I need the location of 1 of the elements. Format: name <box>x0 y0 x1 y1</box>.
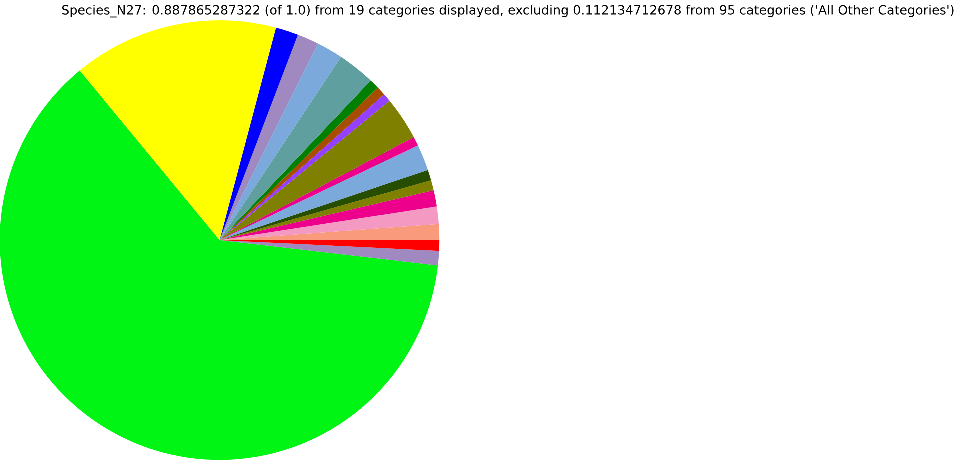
text: Species_N27: 0.887865287322 (of 1.0) from 19 categories displayed, excluding 0.112134712678 from 95 categories ('All Other Categories') <box>62 5 954 18</box>
